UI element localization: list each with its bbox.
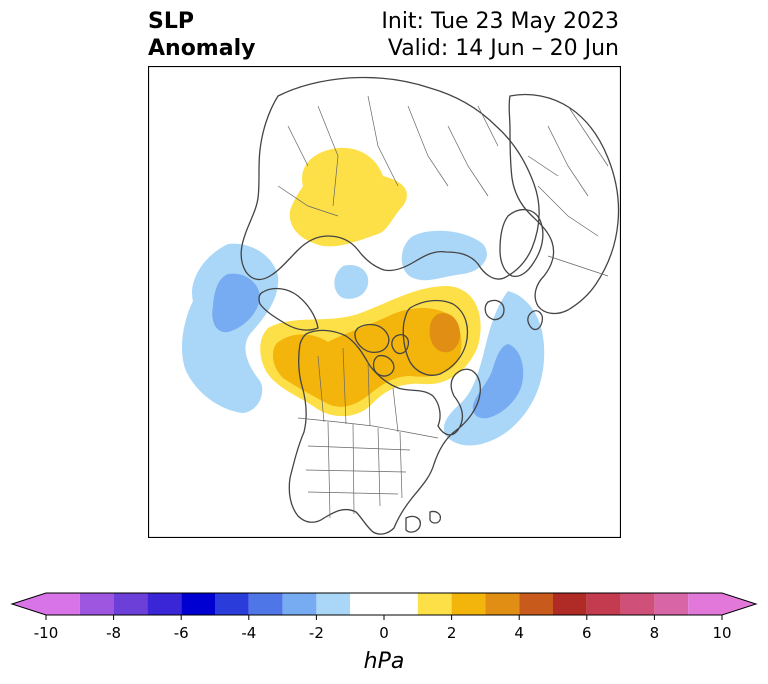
title-line-2: Anomaly [148,36,256,61]
map-title: SLP Anomaly [148,8,255,62]
colorbar-extend-high [722,593,756,615]
colorbar-segment [215,593,249,615]
anomaly-negative-north-pacific-core [212,273,260,333]
colorbar-tick-label: -2 [309,624,324,642]
border-states [305,421,411,519]
border-asia-countries [277,95,499,217]
date-info: Init: Tue 23 May 2023 Valid: 14 Jun – 20… [381,8,619,62]
colorbar-segment [181,593,215,615]
colorbar-tick-label: 4 [514,624,524,642]
coastline-greenland [402,299,469,376]
colorbar-tick-label: 10 [712,624,731,642]
coastline-caribbean [405,510,442,533]
coastlines [240,76,620,535]
colorbar-segment [553,593,587,615]
coastline-europe [508,93,620,315]
colorbar-segment [620,593,655,615]
anomaly-positive-greenland-core [429,313,460,353]
colorbar-segment [417,593,452,615]
anomaly-positive-siberia [289,147,407,247]
coastline-alaska [258,287,319,331]
colorbar-segment [282,593,317,615]
colorbar-segments [46,593,722,615]
border-provinces [317,347,399,433]
coastline-scandinavia [499,209,544,278]
borders [277,95,609,519]
colorbar-tick-label: 8 [650,624,660,642]
border-europe-countries [527,105,609,277]
anomaly-negative-arctic-west [334,265,369,299]
colorbar-segment [248,593,283,615]
colorbar-tick-label: -8 [106,624,121,642]
colorbar-segment [46,593,80,615]
polar-map [148,66,621,538]
anomaly-negative-arctic [401,230,487,281]
coastline-iceland [484,299,505,321]
colorbar: -10 -8 -6 -4 -2 0 2 4 6 8 10 hPa [10,592,758,674]
colorbar-segment [688,593,722,615]
init-date: Init: Tue 23 May 2023 [381,9,619,34]
colorbar-segment [451,593,486,615]
colorbar-tick-label: -6 [174,624,189,642]
anomaly-negative-north-atlantic-core [472,344,524,419]
title-line-1: SLP [148,9,194,34]
coastline-north-america [288,329,481,535]
valid-range: Valid: 14 Jun – 20 Jun [387,36,619,61]
colorbar-tick-label: -10 [34,624,59,642]
coastline-arctic-islands [354,323,410,377]
colorbar-unit-label: hPa [364,649,405,674]
colorbar-tick-label: 6 [582,624,592,642]
colorbar-segment [113,593,148,615]
colorbar-extend-low [12,593,46,615]
colorbar-segment [316,593,351,615]
coastline-asia [240,76,540,281]
colorbar-tick-label: -4 [241,624,256,642]
colorbar-segment [654,593,689,615]
colorbar-ticks: -10 -8 -6 -4 -2 0 2 4 6 8 10 [34,615,732,642]
colorbar-segment [350,593,418,615]
coastline-uk [527,310,544,331]
colorbar-tick-label: 2 [447,624,457,642]
colorbar-tick-label: 0 [379,624,389,642]
colorbar-segment [485,593,520,615]
colorbar-segment [586,593,621,615]
colorbar-segment [147,593,182,615]
colorbar-segment [519,593,553,615]
map-frame [148,66,621,538]
colorbar-segment [79,593,114,615]
border-us-canada [297,417,439,439]
